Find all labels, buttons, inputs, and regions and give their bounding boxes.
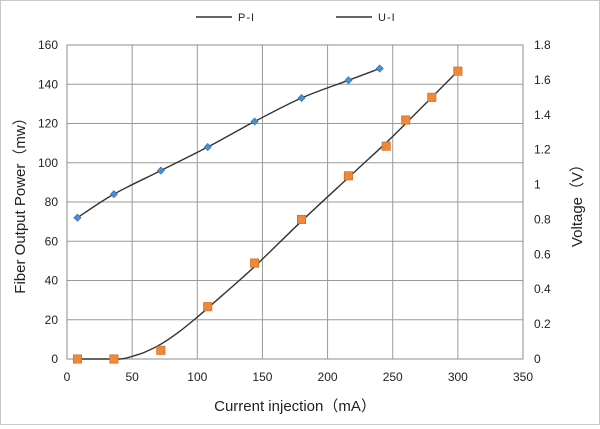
u-i-data-point — [427, 92, 437, 102]
y2-tick-label: 1.6 — [534, 73, 551, 87]
y-tick-label: 140 — [38, 77, 58, 91]
plot-area — [66, 44, 524, 360]
y2-tick-label: 0.2 — [534, 317, 551, 331]
y2-tick-label: 0.4 — [534, 282, 551, 296]
x-tick-label: 50 — [125, 370, 139, 384]
p-i-data-point — [156, 166, 165, 175]
x-axis: 0 50 100 150 200 250 300 350 — [64, 370, 534, 384]
y-tick-label: 100 — [38, 156, 58, 170]
y-tick-label: 0 — [51, 352, 58, 366]
grid — [67, 45, 523, 359]
y-tick-label: 40 — [45, 274, 59, 288]
y-tick-label: 80 — [45, 195, 59, 209]
legend: P-I U-I — [196, 12, 396, 24]
x-axis-title: Current injection（mA） — [214, 398, 376, 415]
u-i-data-point — [343, 171, 353, 181]
x-tick-label: 0 — [64, 370, 71, 384]
p-i-data-point — [344, 76, 353, 85]
u-i-data-point — [250, 258, 260, 268]
p-i-data-point — [297, 93, 306, 103]
y-axis-right-title: Voltage（V） — [569, 157, 586, 247]
u-i-data-point — [72, 354, 82, 364]
y-tick-label: 60 — [45, 234, 59, 248]
y-tick-label: 160 — [38, 38, 58, 52]
u-i-data-point — [401, 115, 411, 125]
legend-label-p-i: P-I — [238, 12, 255, 24]
y2-tick-label: 1.2 — [534, 143, 551, 157]
y-axis-right: 0 0.2 0.4 0.6 0.8 1 1.2 1.4 1.6 1.8 — [534, 38, 551, 366]
u-i-data-point — [453, 66, 463, 76]
series-markers — [72, 64, 463, 364]
u-i-data-point — [297, 214, 307, 224]
y-axis-left-title: Fiber Output Power（mw） — [12, 110, 29, 293]
y-tick-label: 20 — [45, 313, 59, 327]
y2-tick-label: 1.4 — [534, 108, 551, 122]
y2-tick-label: 0.8 — [534, 212, 551, 226]
p-i-series-line — [77, 67, 380, 219]
y2-tick-label: 0 — [534, 352, 541, 366]
x-tick-label: 150 — [252, 370, 272, 384]
u-i-data-point — [156, 345, 166, 355]
y2-tick-label: 1.8 — [534, 38, 551, 52]
y2-tick-label: 0.6 — [534, 247, 551, 261]
u-i-data-point — [381, 141, 391, 151]
series-lines — [77, 67, 459, 360]
u-i-data-point — [203, 302, 213, 312]
p-i-data-point — [375, 64, 384, 73]
u-i-series-line — [77, 70, 459, 360]
y-tick-label: 120 — [38, 117, 58, 131]
x-tick-label: 350 — [513, 370, 533, 384]
y-axis-left: 0 20 40 60 80 100 120 140 160 — [38, 38, 58, 366]
legend-label-u-i: U-I — [378, 12, 396, 24]
y2-tick-label: 1 — [534, 178, 541, 192]
p-i-data-point — [73, 213, 82, 222]
x-tick-label: 200 — [318, 370, 338, 384]
p-i-data-point — [109, 190, 118, 199]
x-tick-label: 300 — [448, 370, 468, 384]
x-tick-label: 100 — [187, 370, 207, 384]
p-i-data-point — [203, 143, 212, 152]
p-i-data-point — [250, 117, 259, 126]
u-i-data-point — [109, 354, 119, 364]
x-tick-label: 250 — [383, 370, 403, 384]
